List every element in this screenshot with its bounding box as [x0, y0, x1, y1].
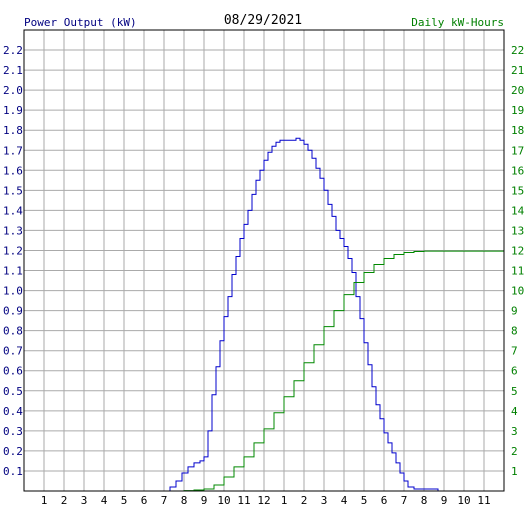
- left-tick-label: 0.9: [3, 305, 23, 318]
- right-tick-label: 16: [511, 164, 524, 177]
- left-tick-label: 2.2: [3, 44, 23, 57]
- right-tick-label: 13: [511, 224, 524, 237]
- x-tick-label: 8: [421, 494, 428, 507]
- left-tick-label: 1.7: [3, 144, 23, 157]
- x-tick-label: 11: [477, 494, 490, 507]
- right-tick-label: 5: [511, 385, 518, 398]
- left-tick-label: 0.2: [3, 445, 23, 458]
- x-tick-label: 5: [121, 494, 128, 507]
- x-tick-labels: 1 2 3 4 5 6 7 8 9 10 11 12 1 2 3 4 5 6 7 8 9 10 11: [41, 494, 491, 507]
- left-tick-label: 1.0: [3, 285, 23, 298]
- left-tick-label: 0.5: [3, 385, 23, 398]
- power-series-line: [164, 137, 444, 492]
- x-tick-label: 7: [401, 494, 408, 507]
- x-tick-label: 2: [301, 494, 308, 507]
- right-tick-label: 10: [511, 285, 524, 298]
- x-tick-label: 10: [457, 494, 470, 507]
- left-tick-label: 2.0: [3, 84, 23, 97]
- right-tick-label: 8: [511, 325, 518, 338]
- series-layer: [164, 137, 504, 492]
- left-tick-label: 0.3: [3, 425, 23, 438]
- right-tick-label: 19: [511, 104, 524, 117]
- x-tick-label: 6: [381, 494, 388, 507]
- right-tick-label: 12: [511, 244, 524, 257]
- right-tick-label: 17: [511, 144, 524, 157]
- right-tick-label: 9: [511, 305, 518, 318]
- x-tick-label: 1: [41, 494, 48, 507]
- x-tick-label: 10: [217, 494, 230, 507]
- left-tick-label: 1.2: [3, 244, 23, 257]
- left-tick-labels: 0.1 0.2 0.3 0.4 0.5 0.6 0.7 0.8 0.9 1.0 1.1 1.2 1.3 1…: [3, 44, 23, 478]
- energy-series-line: [174, 250, 504, 492]
- x-tick-label: 3: [81, 494, 88, 507]
- left-tick-label: 1.8: [3, 124, 23, 137]
- left-tick-label: 1.3: [3, 224, 23, 237]
- right-tick-label: 11: [511, 265, 524, 278]
- left-tick-label: 0.1: [3, 465, 23, 478]
- left-tick-label: 2.1: [3, 64, 23, 77]
- x-tick-label: 11: [237, 494, 250, 507]
- right-tick-label: 18: [511, 124, 524, 137]
- grid-lines: [24, 30, 504, 491]
- x-tick-label: 7: [161, 494, 168, 507]
- right-tick-label: 4: [511, 405, 518, 418]
- right-tick-label: 20: [511, 84, 524, 97]
- x-tick-label: 6: [141, 494, 148, 507]
- right-tick-label: 2: [511, 445, 518, 458]
- left-tick-label: 1.5: [3, 184, 23, 197]
- chart-title: 08/29/2021: [224, 13, 302, 28]
- right-tick-label: 22: [511, 44, 524, 57]
- right-tick-label: 14: [511, 204, 525, 217]
- x-tick-label: 8: [181, 494, 188, 507]
- right-axis-label: Daily kW-Hours: [411, 16, 504, 29]
- left-tick-label: 1.6: [3, 164, 23, 177]
- x-tick-label: 4: [101, 494, 108, 507]
- left-tick-label: 1.9: [3, 104, 23, 117]
- left-tick-label: 0.8: [3, 325, 23, 338]
- left-tick-label: 0.6: [3, 365, 23, 378]
- plot-frame: [23, 29, 505, 492]
- right-tick-label: 6: [511, 365, 518, 378]
- left-tick-label: 1.4: [3, 204, 23, 217]
- left-tick-label: 0.4: [3, 405, 23, 418]
- x-tick-label: 3: [321, 494, 328, 507]
- right-tick-label: 7: [511, 345, 518, 358]
- left-tick-label: 0.7: [3, 345, 23, 358]
- x-tick-label: 4: [341, 494, 348, 507]
- x-tick-label: 12: [257, 494, 270, 507]
- left-axis-label: Power Output (kW): [24, 16, 137, 29]
- x-tick-label: 2: [61, 494, 68, 507]
- x-tick-label: 9: [201, 494, 208, 507]
- right-tick-label: 15: [511, 184, 524, 197]
- right-tick-label: 21: [511, 64, 524, 77]
- x-tick-label: 5: [361, 494, 368, 507]
- right-tick-label: 3: [511, 425, 518, 438]
- x-tick-label: 9: [441, 494, 448, 507]
- x-tick-label: 1: [281, 494, 288, 507]
- left-tick-label: 1.1: [3, 265, 23, 278]
- right-tick-label: 1: [511, 465, 518, 478]
